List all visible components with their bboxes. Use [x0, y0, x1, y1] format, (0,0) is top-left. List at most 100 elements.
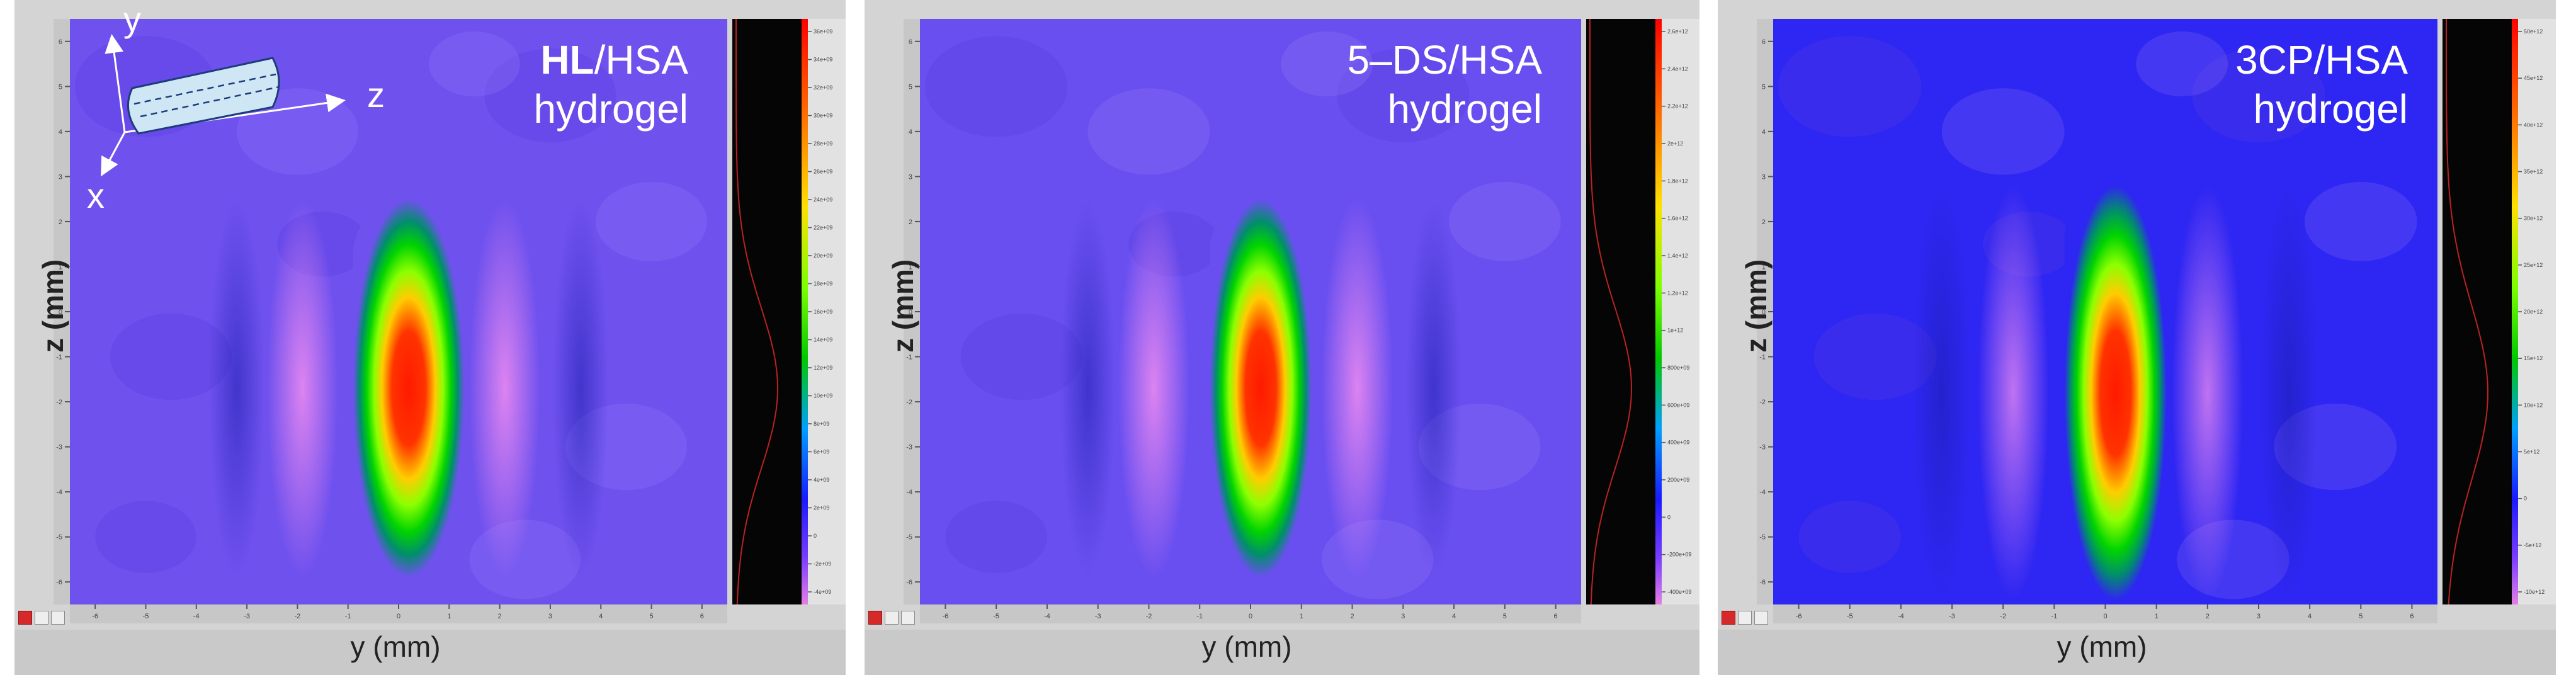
- texture-blob: [2136, 31, 2228, 97]
- x-tick-label: -5: [143, 613, 149, 620]
- colorbar-tick-label: 36e+09: [814, 28, 832, 35]
- inset-axis-label-y: y: [123, 0, 141, 39]
- y-tick-label: 5: [1762, 83, 1766, 91]
- colorbar-tick-label: 4e+09: [814, 477, 829, 483]
- texture-blob: [1778, 36, 1922, 137]
- y-tick-label: -1: [906, 354, 912, 361]
- colorbar-tick-label: 30e+09: [814, 113, 832, 119]
- x-tick-label: 0: [1249, 613, 1252, 620]
- colorbar-tick-label: -5e+12: [2524, 542, 2541, 548]
- colorbar-tick-label: 35e+12: [2524, 169, 2543, 175]
- colorbar-panel: [1586, 19, 1662, 604]
- x-axis: -6 -5 -4 -3 -2 -1 0 1 2 3 4 5 6: [1773, 604, 2437, 623]
- texture-blob: [110, 313, 232, 400]
- colorbar-tick-label: 32e+09: [814, 84, 832, 91]
- y-tick-label: -3: [906, 444, 912, 451]
- x-tick-label: -6: [942, 613, 948, 620]
- toolbar-button-red[interactable]: [18, 611, 32, 625]
- x-tick-label: 0: [2103, 613, 2107, 620]
- x-tick-label: -1: [345, 613, 351, 620]
- colorbar-panel: [2443, 19, 2518, 604]
- y-tick-label: 0: [909, 309, 912, 316]
- colorbar-tick-label: -200e+09: [1667, 552, 1691, 558]
- panel-title: HL/HSA hydrogel: [533, 37, 689, 132]
- y-tick-label: -6: [56, 579, 62, 586]
- colorbar-tick-label: 12e+09: [814, 365, 832, 371]
- panel-title: 3CP/HSA hydrogel: [2235, 37, 2408, 132]
- panel-title: 5–DS/HSA hydrogel: [1347, 37, 1542, 132]
- colorbar-tick-label: 28e+09: [814, 140, 832, 147]
- x-tick-label: -6: [1796, 613, 1802, 620]
- y-axis: 6 5 4 3 2 1 0 -1 -2 -3 -4 -5 -6: [904, 19, 920, 604]
- x-tick-label: -4: [193, 613, 200, 620]
- hot-spot: [1210, 199, 1312, 578]
- toolbar-button[interactable]: [1738, 611, 1752, 625]
- y-tick-label: -5: [1759, 534, 1766, 542]
- y-tick-label: 6: [59, 38, 62, 46]
- heatmap-plot-svg: 6 5 4 3 2 1 0 -1 -2 -3 -4 -5 -6 -6 -5 -4 -3 -2 -1 0 1 2 3 4 5 6 50…: [1757, 19, 2556, 623]
- x-tick-label: -4: [1044, 613, 1050, 620]
- colorbar: 50e+12 45e+12 40e+12 35e+12 30e+12 25e+12 20e+…: [2443, 19, 2556, 605]
- y-tick-label: -3: [56, 444, 62, 451]
- x-tick-label: 2: [498, 613, 502, 620]
- colorbar: 2.6e+12 2.4e+12 2.2e+12 2e+12 1.8e+12 1.6e+12…: [1586, 19, 1699, 605]
- y-tick-label: 5: [909, 83, 912, 91]
- y-tick-label: 6: [1762, 38, 1766, 46]
- colorbar-tick-label: 20e+09: [814, 252, 832, 259]
- y-tick-label: 2: [1762, 218, 1766, 226]
- dark-band: [208, 199, 265, 578]
- colorbar-tick-label: 2.2e+12: [1667, 103, 1688, 110]
- colorbar-tick-label: 10e+09: [814, 393, 832, 399]
- y-tick-label: -2: [56, 399, 62, 406]
- toolbar-button[interactable]: [901, 611, 915, 625]
- texture-blob: [960, 313, 1083, 400]
- x-tick-label: 0: [397, 613, 400, 620]
- toolbar-button-red[interactable]: [1722, 611, 1735, 625]
- inset-x-arrow: [101, 132, 126, 177]
- dark-band: [552, 199, 609, 578]
- heatmap-field: [70, 19, 727, 604]
- profile-curve: [1589, 19, 1633, 605]
- profile-curve: [2446, 19, 2489, 605]
- x-axis-label: y (mm): [2057, 630, 2147, 663]
- x-axis-label: y (mm): [350, 630, 441, 663]
- colorbar-tick-label: 6e+09: [814, 449, 829, 455]
- y-tick-label: 4: [909, 128, 912, 136]
- toolbar-button-red[interactable]: [868, 611, 882, 625]
- colorbar-tick-label: 26e+09: [814, 169, 832, 175]
- y-tick-label: 1: [909, 263, 912, 271]
- toolbar-button[interactable]: [1754, 611, 1768, 625]
- colorbar-axis-strip: [2518, 19, 2556, 604]
- colorbar-tick-label: 2e+12: [1667, 140, 1683, 147]
- toolbar-button[interactable]: [35, 611, 48, 625]
- inset-axis-label-x: x: [87, 176, 105, 215]
- heatmap-panel-hl-hsa: 6 5 4 3 2 1 0 -1 -2 -3 -4 -5 -6 -6 -5 -4 -3 -2 -1 0 1 2 3 4 5 6 36…: [14, 0, 846, 675]
- colorbar-tick-label: 16e+09: [814, 309, 832, 315]
- colorbar-tick-label: 14e+09: [814, 337, 832, 343]
- x-tick-label: 3: [2257, 613, 2261, 620]
- texture-blob: [429, 31, 520, 97]
- side-band: [267, 199, 338, 578]
- inset-cylinder-line: [140, 86, 280, 118]
- colorbar-tick-label: -4e+09: [814, 589, 831, 595]
- y-tick-label: -2: [1759, 399, 1766, 406]
- x-tick-label: 6: [1554, 613, 1558, 620]
- heatmap-field: [920, 19, 1581, 604]
- x-tick-label: -3: [1949, 613, 1955, 620]
- x-tick-label: 2: [1350, 613, 1354, 620]
- colorbar-tick-label: 200e+09: [1667, 477, 1689, 483]
- colorbar-tick-label: 400e+09: [1667, 440, 1689, 446]
- x-tick-label: -1: [1196, 613, 1203, 620]
- texture-blob: [1087, 88, 1210, 175]
- colorbar-tick-label: 18e+09: [814, 281, 832, 287]
- colorbar-strip: [802, 19, 808, 604]
- y-tick-label: -4: [906, 489, 912, 496]
- toolbar-button[interactable]: [51, 611, 65, 625]
- plot-toolbar: [1722, 611, 1768, 625]
- texture-blob: [945, 501, 1047, 573]
- toolbar-button[interactable]: [885, 611, 899, 625]
- colorbar-tick-label: 2.6e+12: [1667, 28, 1688, 35]
- texture-blob: [1449, 181, 1561, 261]
- x-tick-label: 1: [447, 613, 451, 620]
- colorbar-tick-label: -2e+09: [814, 561, 831, 567]
